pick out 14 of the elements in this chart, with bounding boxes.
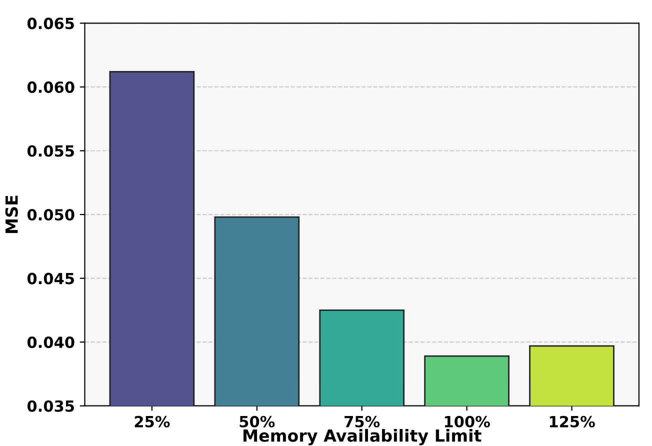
x-tick-label: 100% [444, 416, 490, 428]
y-tick-label: 0.060 [27, 81, 74, 93]
y-tick-label: 0.040 [27, 336, 74, 348]
y-axis-title: MSE [5, 196, 18, 233]
x-tick-label: 125% [550, 416, 595, 428]
x-tick-label: 50% [240, 416, 275, 428]
y-tick-label: 0.035 [27, 400, 74, 412]
x-tick-label: 75% [344, 416, 380, 428]
x-tick-label: 25% [134, 416, 170, 428]
y-tick-label: 0.065 [27, 18, 74, 30]
x-axis-title: Memory Availability Limit [244, 428, 482, 446]
y-tick-label: 0.045 [27, 272, 74, 284]
y-tick-label: 0.050 [27, 208, 74, 221]
y-tick-label: 0.055 [27, 145, 74, 157]
